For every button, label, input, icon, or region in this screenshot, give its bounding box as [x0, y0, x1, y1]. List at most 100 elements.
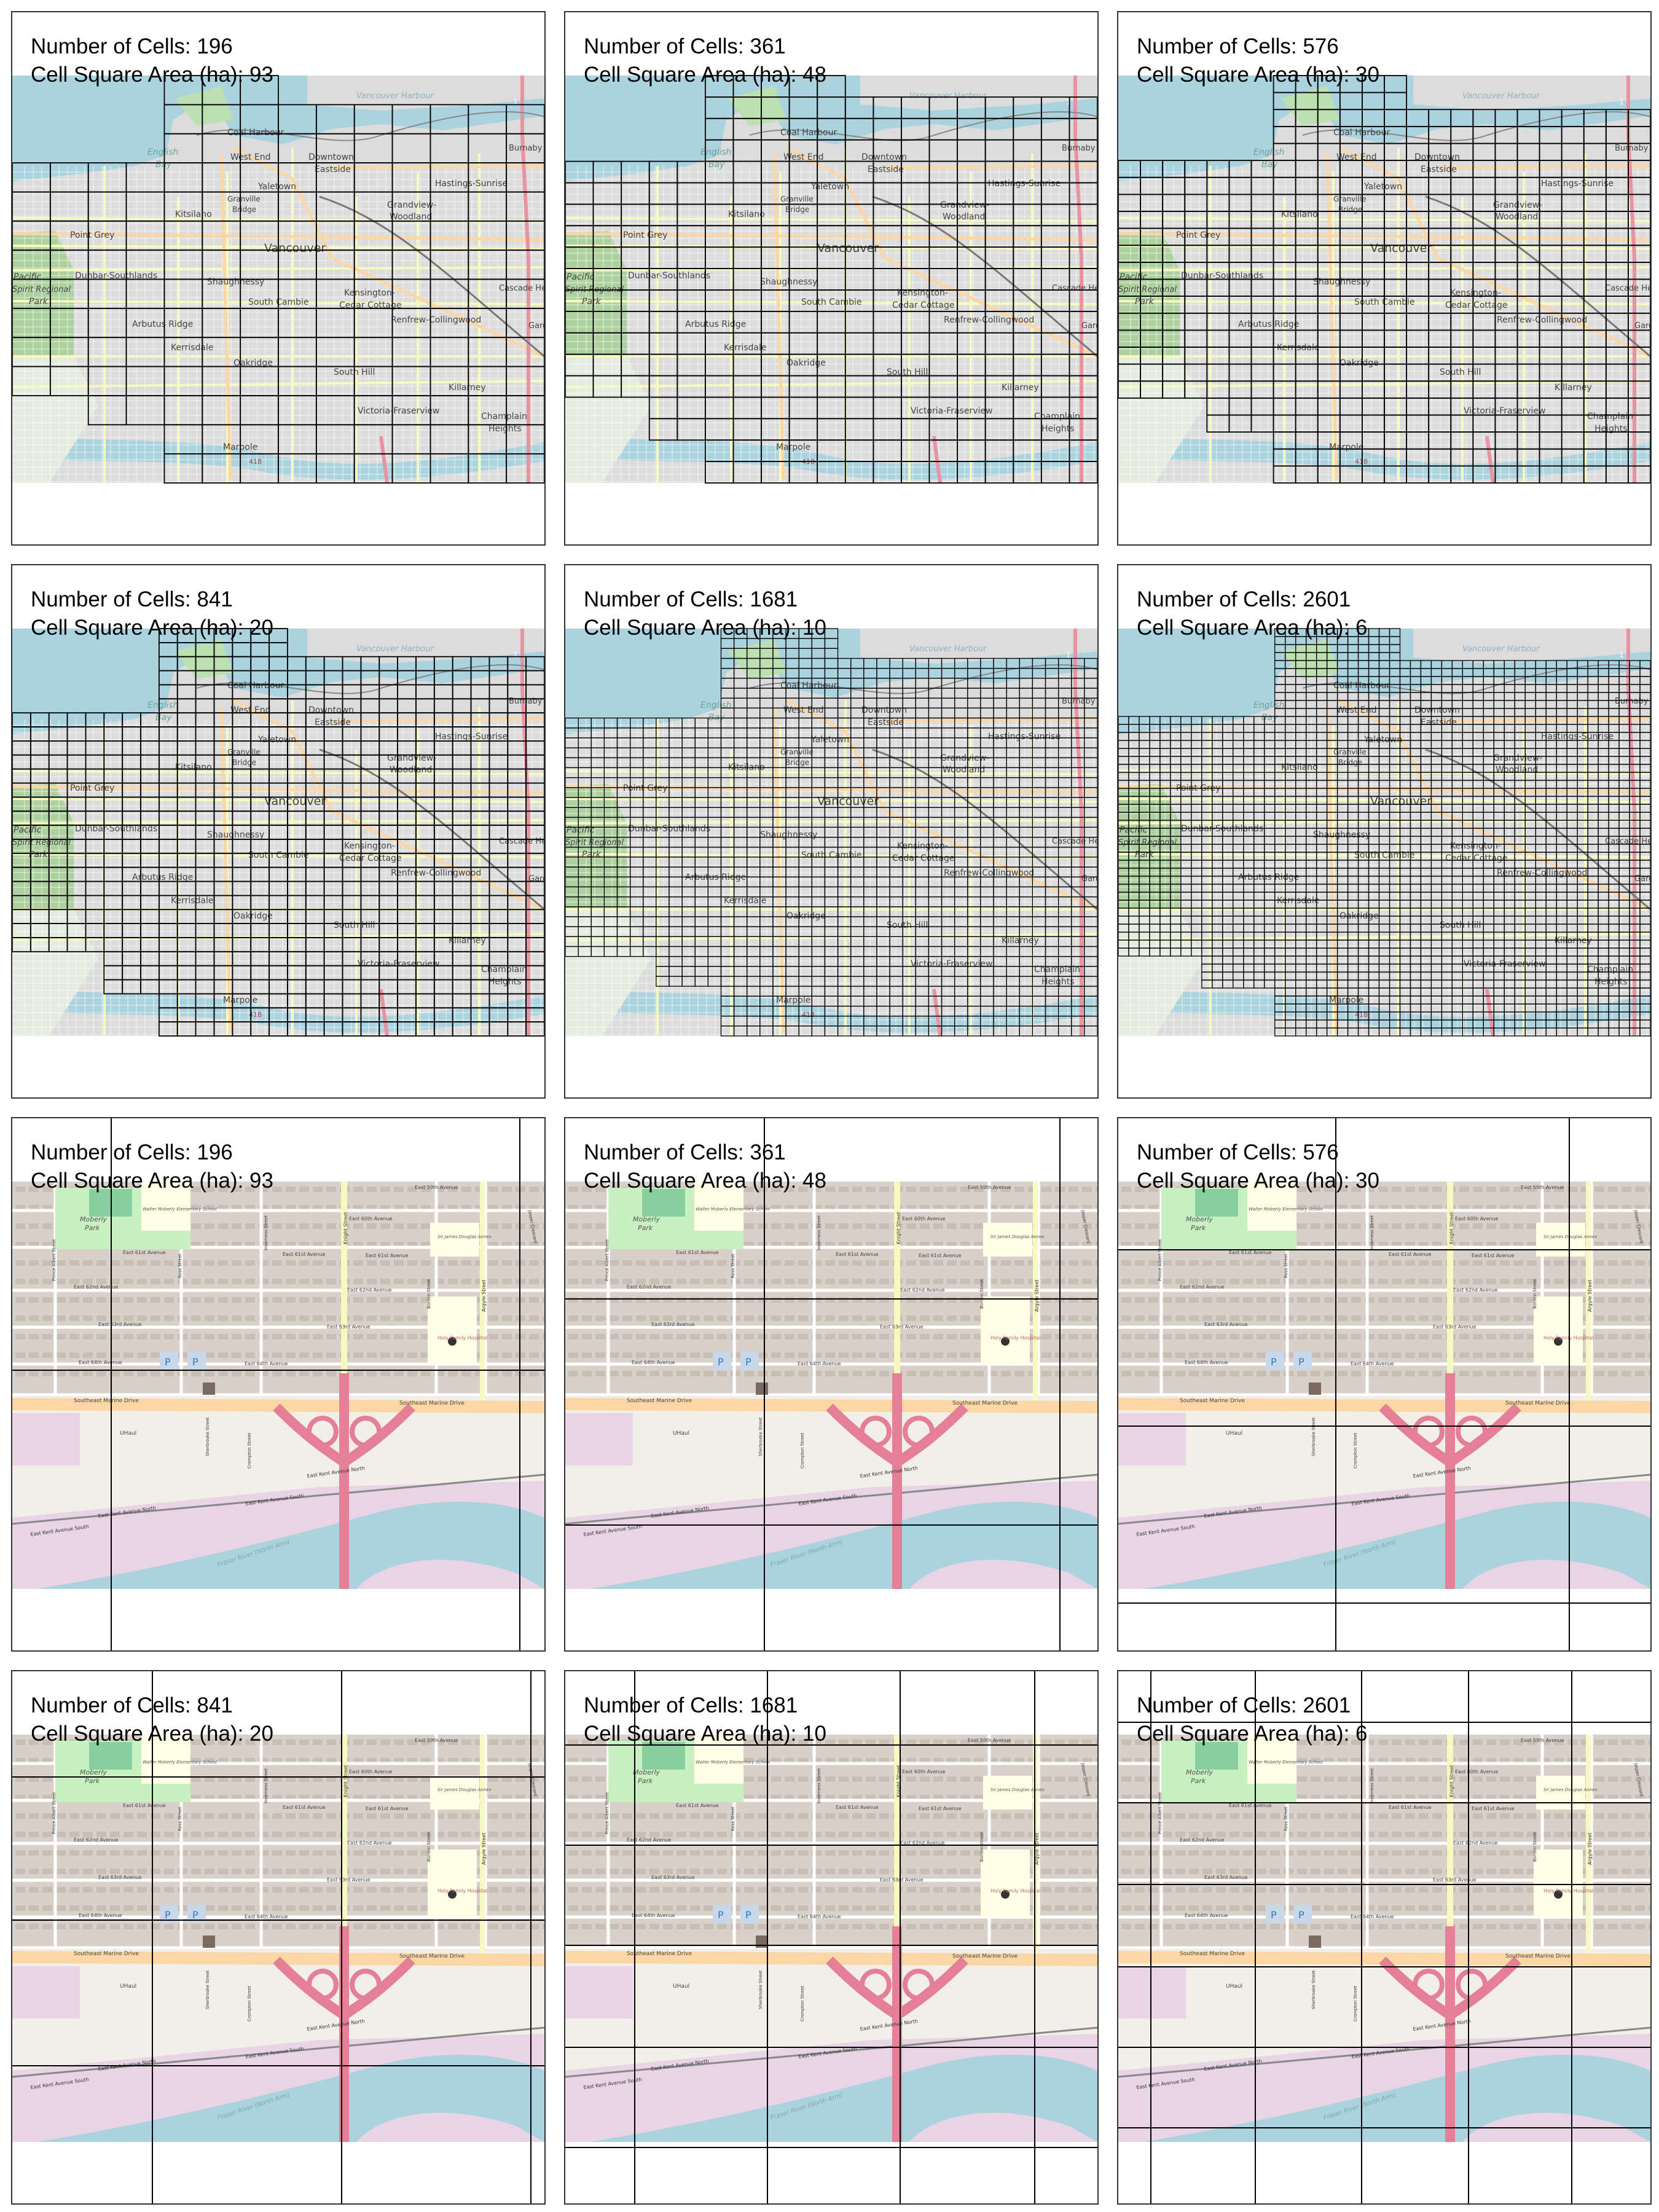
- map-label: Coal Harbour: [227, 681, 284, 691]
- map-label: Killarney: [449, 383, 486, 393]
- map-label: Grandview-: [940, 200, 989, 210]
- map-label: Bay: [1261, 713, 1278, 723]
- cell-count-caption: Number of Cells: 361: [584, 34, 786, 59]
- map-label: 1: [513, 651, 518, 659]
- map-label: Coal Harbour: [780, 128, 837, 138]
- map-label: Pacific: [1120, 825, 1148, 835]
- cell-area-label: Cell Square Area (ha):: [584, 616, 803, 640]
- cell-area-value: 10: [802, 616, 826, 640]
- map-label: Oakridge: [233, 358, 273, 368]
- map-label: Champlain: [481, 965, 527, 975]
- map-label: 418: [802, 1011, 815, 1019]
- map-label: Cascade Heig: [1052, 284, 1097, 293]
- map-label: Bridge: [1338, 205, 1362, 214]
- map-label: English: [147, 700, 179, 710]
- cell-area-label: Cell Square Area (ha):: [31, 616, 250, 640]
- map-label: Granville: [780, 195, 814, 203]
- map-label: South Hill: [1440, 920, 1481, 930]
- map-label: Park: [1135, 297, 1155, 307]
- map-label: 1: [513, 98, 518, 106]
- map-label: Cascade Heig: [1605, 837, 1650, 846]
- map-label: Renfrew-Collingwood: [1497, 868, 1587, 878]
- map-label: Victoria-Fraserview: [1464, 406, 1545, 416]
- map-label: Grandview-: [940, 753, 989, 763]
- map-label: Eastside: [868, 718, 904, 728]
- map-label: Shaughnessy: [760, 277, 817, 287]
- map-label: Arbutus Ridge: [1238, 320, 1299, 329]
- map-panel-vancouver-576: Vancouver Harbour Coal Harbour West End Dow…: [1117, 11, 1652, 546]
- map-label: Killarney: [449, 936, 486, 946]
- cell-count-value: 1681: [750, 587, 798, 611]
- map-label: Dunbar-Southlands: [628, 271, 710, 281]
- map-label: Shaughnessy: [760, 830, 817, 840]
- map-label: Garde: [528, 874, 544, 884]
- map-label: Eastside: [315, 718, 351, 728]
- map-label: Park: [29, 297, 49, 307]
- map-label: Vancouver: [817, 794, 879, 808]
- grid-overlay: [1118, 75, 1650, 484]
- map-label: Kitsilano: [728, 210, 765, 219]
- map-label: Kensington-: [1450, 288, 1501, 298]
- map-label: Bay: [708, 160, 725, 170]
- map-label: Yaletown: [810, 182, 849, 192]
- map-label: Renfrew-Collingwood: [391, 868, 481, 878]
- map-panel-vancouver-1681: Vancouver Harbour Coal Harbour West End Dow…: [564, 564, 1099, 1099]
- map-label: Granville: [780, 748, 814, 756]
- map-label: Burnaby H: [1615, 144, 1650, 153]
- map-label: Burnaby H: [1062, 144, 1097, 153]
- map-label: Bridge: [1338, 758, 1362, 767]
- map-label: Cascade Heig: [1052, 837, 1097, 846]
- map-label: Cascade Heig: [499, 837, 544, 846]
- cell-count-label: Number of Cells:: [584, 587, 750, 611]
- map-label: Heights: [488, 977, 522, 987]
- map-label: Granville: [227, 748, 261, 756]
- map-label: Point Grey: [70, 783, 114, 793]
- map-label: Hastings-Sunrise: [988, 179, 1061, 189]
- map-label: Woodland: [943, 765, 985, 775]
- map-label: Woodland: [390, 765, 432, 775]
- cell-count-label: Number of Cells:: [584, 34, 750, 58]
- map-label: Eastside: [315, 165, 351, 175]
- map-label: Marpole: [1329, 442, 1363, 452]
- grid-cell: [506, 453, 544, 484]
- map-label: Point Grey: [70, 230, 114, 240]
- map-label: Cedar Cottage: [1445, 853, 1507, 863]
- cell-count-caption: Number of Cells: 196: [31, 34, 233, 59]
- map-label: 1: [1066, 651, 1071, 659]
- map-label: Point Grey: [623, 783, 667, 793]
- map-label: Bay: [1261, 160, 1278, 170]
- map-label: Kensington-: [344, 841, 395, 851]
- map-label: Kerrisdale: [724, 343, 767, 353]
- map-label: South Hill: [887, 920, 928, 930]
- map-label: Marpole: [223, 995, 257, 1005]
- map-label: English: [1253, 147, 1285, 157]
- map-label: Grandview-: [387, 753, 436, 763]
- map-label: Shaughnessy: [1313, 830, 1370, 840]
- map-label: Burnaby H: [1062, 697, 1097, 706]
- map-label: Kitsilano: [175, 763, 212, 772]
- cell-area-caption: Cell Square Area (ha): 48: [584, 63, 826, 87]
- map-label: Renfrew-Collingwood: [944, 315, 1034, 325]
- map-label: Vancouver Harbour: [356, 92, 434, 101]
- map-label: Pacific: [14, 825, 42, 835]
- map-label: Dunbar-Southlands: [1181, 271, 1263, 281]
- map-label: Dunbar-Southlands: [75, 824, 157, 834]
- map-label: Kitsilano: [175, 210, 212, 219]
- map-label: 1: [1619, 651, 1624, 659]
- map-label: Kitsilano: [1281, 763, 1318, 772]
- map-label: Downtown: [308, 705, 354, 715]
- map-label: Kerrisdale: [1277, 343, 1320, 353]
- map-label: Spirit Regional: [12, 285, 71, 294]
- map-label: Cascade Heig: [499, 284, 544, 293]
- map-label: South Hill: [1440, 367, 1481, 377]
- map-label: Downtown: [308, 152, 354, 162]
- cell-area-caption: Cell Square Area (ha): 20: [31, 616, 273, 640]
- map-label: South Hill: [887, 367, 928, 377]
- cell-count-value: 576: [1303, 34, 1339, 58]
- map-label: Kerrisdale: [1277, 896, 1320, 906]
- map-label: Granville: [1333, 748, 1367, 756]
- map-label: Woodland: [390, 212, 432, 222]
- map-label: Yaletown: [257, 735, 296, 745]
